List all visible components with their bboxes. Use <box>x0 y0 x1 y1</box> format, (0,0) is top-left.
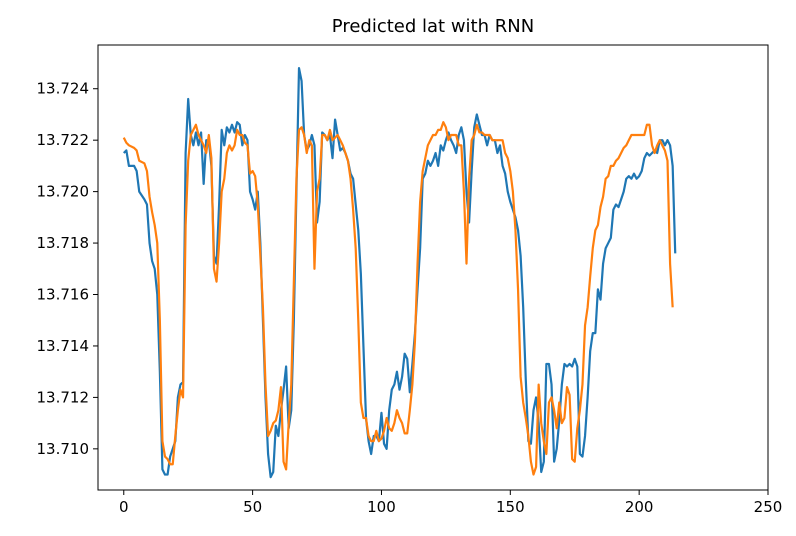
y-axis: 13.710 13.712 13.714 13.716 13.718 13.720 13.7… <box>37 80 98 458</box>
x-tick-label: 100 <box>367 498 396 516</box>
chart-title: Predicted lat with RNN <box>332 16 534 37</box>
series-layer <box>122 67 677 479</box>
x-tick-label: 150 <box>496 498 525 516</box>
series-line-2 <box>122 121 674 476</box>
y-tick-label: 13.710 <box>37 440 90 458</box>
x-tick-label: 250 <box>754 498 783 516</box>
y-tick-label: 13.718 <box>37 234 90 252</box>
y-tick-label: 13.724 <box>37 80 90 98</box>
plot-area <box>97 44 769 491</box>
y-tick-label: 13.716 <box>37 286 90 304</box>
y-tick-label: 13.722 <box>37 131 90 149</box>
plot-background <box>98 45 768 490</box>
x-axis: 0 50 100 150 200 250 <box>119 490 782 516</box>
y-tick-label: 13.714 <box>37 337 90 355</box>
y-tick-label: 13.712 <box>37 388 90 406</box>
x-tick-label: 200 <box>625 498 654 516</box>
plot-frame <box>97 44 769 491</box>
x-tick-label: 50 <box>243 498 262 516</box>
x-tick-label: 0 <box>119 498 129 516</box>
series-line-1 <box>122 67 677 479</box>
y-tick-label: 13.720 <box>37 183 90 201</box>
